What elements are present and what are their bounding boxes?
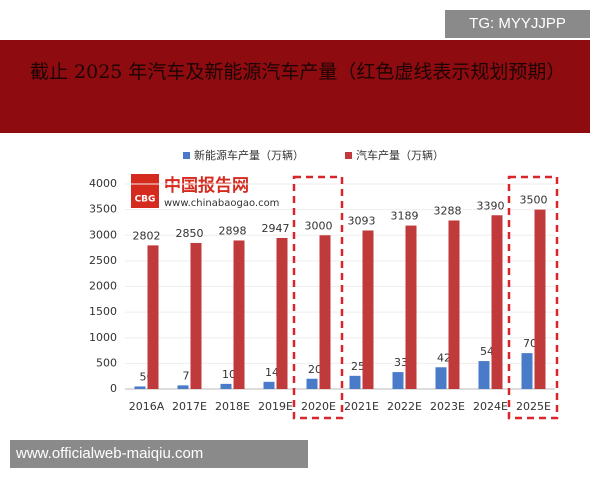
x-tick-label: 2025E [516,400,551,413]
data-label: 2850 [176,227,204,240]
data-label: 3000 [305,219,333,232]
chart-title: 截止 2025 年汽车及新能源汽车产量（红色虚线表示规划预期） [30,61,566,83]
y-tick-label: 1500 [89,305,117,318]
title-banner: 截止 2025 年汽车及新能源汽车产量（红色虚线表示规划预期） [0,40,590,133]
bar [521,353,533,389]
bar [491,215,503,389]
logo-url: www.chinabaogao.com [164,198,279,209]
bar [306,378,318,389]
y-tick-label: 500 [96,356,117,369]
x-tick-label: 2021E [344,400,379,413]
logo-badge-text: CBG [135,195,156,205]
bar [263,381,275,389]
y-tick-label: 4000 [89,177,117,190]
bar [349,375,361,389]
legend-label: 汽车产量（万辆） [356,148,444,162]
legend-swatch [345,152,352,159]
bar [362,230,374,389]
bar [220,383,232,389]
bar [405,225,417,389]
bar [319,235,331,389]
watermark: www.officialweb-maiqiu.com [10,440,308,468]
bar [190,242,202,389]
bar [534,209,546,389]
data-label: 2898 [219,224,247,237]
data-label: 3189 [391,210,419,223]
data-label: 3500 [520,194,548,207]
y-tick-label: 3000 [89,228,117,241]
x-tick-label: 2016A [129,400,165,413]
logo-badge [131,174,159,208]
bar [478,361,490,389]
x-tick-label: 2018E [215,400,250,413]
y-tick-label: 2000 [89,280,117,293]
bar [392,372,404,389]
watermark: TG: MYYJJPP [445,10,590,38]
data-label: 3093 [348,214,376,227]
data-label: 3288 [434,204,462,217]
bar [448,220,460,389]
bar [177,385,189,389]
data-label: 2947 [262,222,290,235]
bar [147,245,159,389]
bar [233,240,245,389]
x-tick-label: 2024E [473,400,508,413]
x-tick-label: 2023E [430,400,465,413]
logo: CBG 中国报告网 www.chinabaogao.com [131,174,279,209]
y-tick-label: 2500 [89,254,117,267]
legend-label: 新能源车产量（万辆） [194,148,304,162]
bar [134,386,146,389]
y-tick-label: 1000 [89,331,117,344]
x-tick-label: 2017E [172,400,207,413]
highlight-box [292,175,344,420]
x-tick-label: 2022E [387,400,422,413]
bar [276,237,288,389]
highlight-box [507,175,559,420]
bar [435,367,447,389]
y-tick-label: 0 [110,382,117,395]
logo-name: 中国报告网 [164,175,249,196]
data-label: 3390 [477,199,505,212]
y-tick-label: 3500 [89,203,117,216]
x-tick-label: 2019E [258,400,293,413]
data-label: 2802 [133,229,161,242]
legend-swatch [183,152,190,159]
x-tick-label: 2020E [301,400,336,413]
